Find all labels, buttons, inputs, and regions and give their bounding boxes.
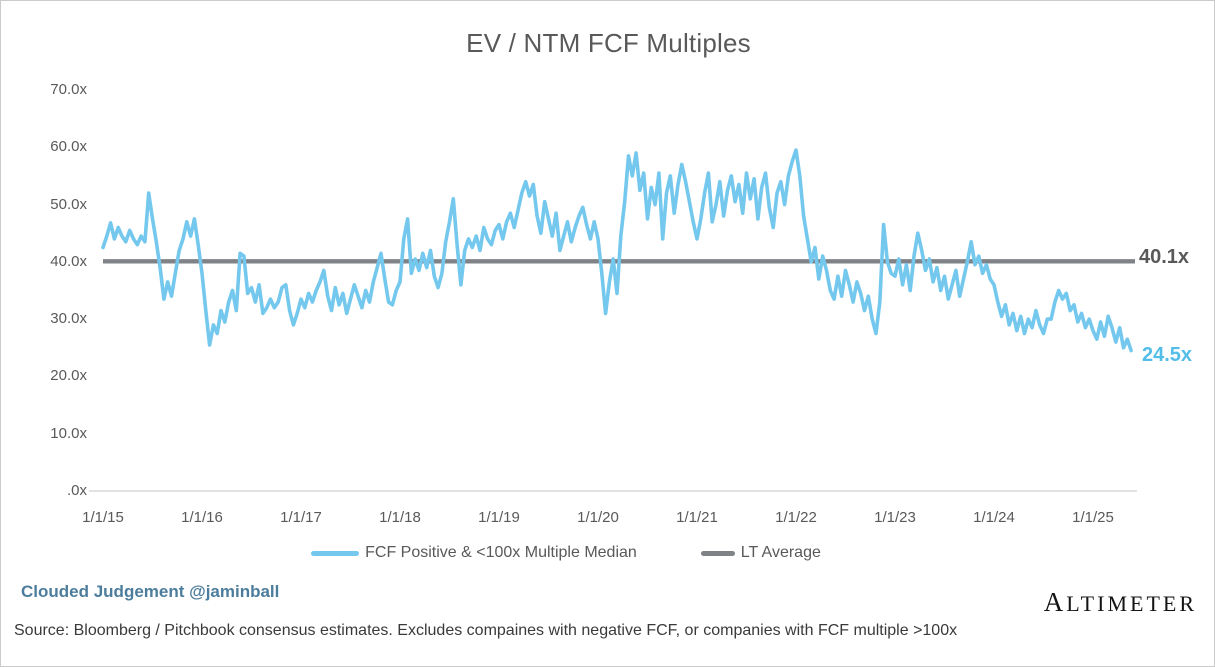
x-tick-label: 1/1/23 bbox=[874, 509, 916, 526]
chart-title: EV / NTM FCF Multiples bbox=[466, 28, 751, 58]
x-tick-label: 1/1/18 bbox=[379, 509, 421, 526]
x-tick-label: 1/1/16 bbox=[181, 509, 223, 526]
altimeter-logo-first-letter: A bbox=[1043, 587, 1067, 617]
lt-average-value-label: 40.1x bbox=[1139, 246, 1190, 268]
current-value-label: 24.5x bbox=[1142, 344, 1193, 366]
byline: Clouded Judgement @jaminball bbox=[21, 582, 280, 601]
x-tick-label: 1/1/17 bbox=[280, 509, 322, 526]
altimeter-logo-rest: LTIMETER bbox=[1066, 591, 1197, 616]
x-tick-label: 1/1/19 bbox=[478, 509, 520, 526]
x-tick-label: 1/1/25 bbox=[1072, 509, 1114, 526]
legend-item: FCF Positive & <100x Multiple Median bbox=[311, 544, 637, 562]
y-tick-label: 70.0x bbox=[50, 81, 87, 98]
legend-swatch bbox=[311, 550, 360, 556]
y-tick-label: 40.0x bbox=[50, 252, 87, 270]
y-tick-label: 10.0x bbox=[50, 424, 87, 442]
legend-swatch bbox=[700, 550, 735, 556]
y-tick-label: 30.0x bbox=[50, 310, 87, 328]
y-tick-label: 60.0x bbox=[50, 138, 87, 156]
legend-item: LT Average bbox=[700, 544, 821, 562]
x-tick-label: 1/1/15 bbox=[82, 509, 124, 526]
legend-label: LT Average bbox=[740, 544, 821, 561]
y-tick-label: .0x bbox=[66, 482, 87, 499]
x-tick-label: 1/1/20 bbox=[577, 509, 619, 526]
y-tick-label: 50.0x bbox=[50, 195, 87, 213]
x-tick-label: 1/1/21 bbox=[676, 509, 718, 526]
fcf-median-line bbox=[101, 148, 1133, 353]
y-tick-label: 20.0x bbox=[50, 367, 87, 385]
x-tick-label: 1/1/22 bbox=[775, 509, 817, 526]
altimeter-logo: ALTIMETER bbox=[1044, 587, 1197, 618]
x-tick-label: 1/1/24 bbox=[973, 509, 1015, 526]
source-note: Source: Bloomberg / Pitchbook consensus … bbox=[14, 622, 958, 639]
legend-label: FCF Positive & <100x Multiple Median bbox=[365, 544, 637, 561]
chart-legend: FCF Positive & <100x Multiple Median LT A… bbox=[1, 544, 1131, 562]
